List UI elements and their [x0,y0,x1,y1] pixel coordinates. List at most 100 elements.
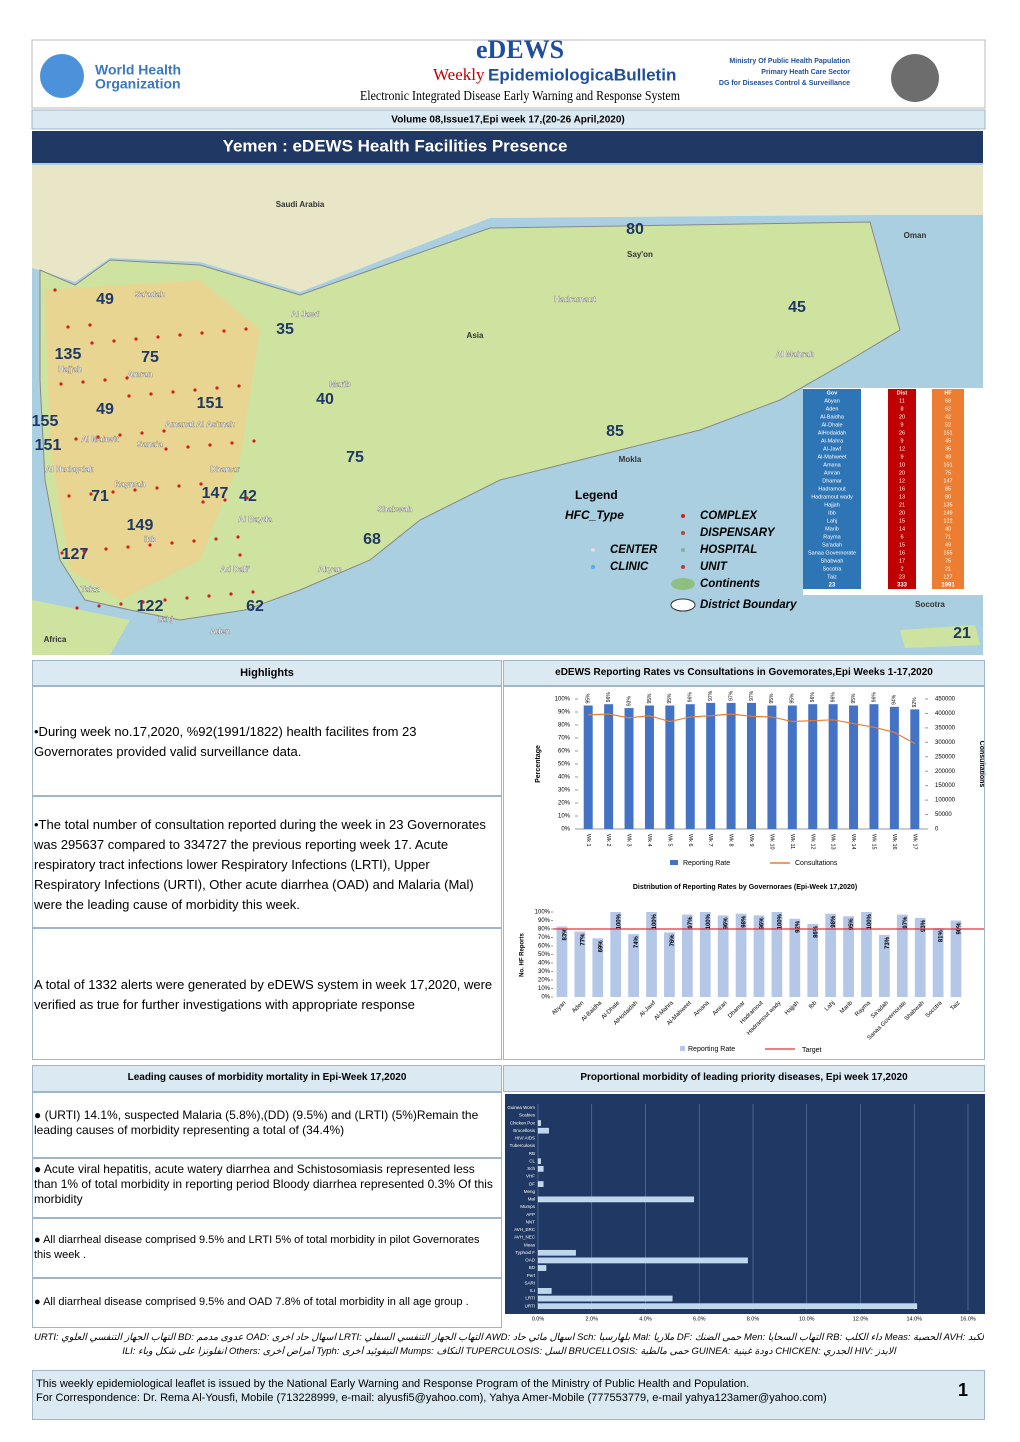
x-tick-label: 2.0% [585,1316,598,1322]
table-total: 1991 [941,583,955,589]
legend-symbol [681,548,685,552]
value-label: 92% [795,920,801,933]
y-tick-label: Mal [528,1197,535,1202]
footer-box [32,1370,985,1420]
map-hf-count: 42 [239,488,257,505]
logo: eDEWS [476,35,564,64]
bar [604,704,614,829]
y-tick-label: 70% [538,935,551,941]
map-place: Asia [467,331,484,340]
facility-dot [251,590,255,594]
y-tick-label: Brucellosis [513,1128,536,1133]
facility-dot [97,604,101,608]
y-tick-label: 20% [538,978,551,984]
table-cell-text: 13 [899,494,905,500]
map-place: Amran [127,370,152,379]
y-tick-label: Guinea Worm [507,1105,535,1110]
facility-dot [156,335,160,339]
table-cell-text: 12 [899,446,905,452]
facility-dot [96,435,100,439]
highlight-box [32,686,502,796]
table-cell-text: Hajjah [824,502,840,508]
table-cell-text: Taiz [827,574,837,580]
legend-label: Consultations [795,860,838,867]
facility-dot [88,323,92,327]
y-tick-label: Chicken Pox [510,1120,536,1125]
highlight-box [32,796,502,928]
morbidity-box [32,1158,502,1218]
legend-symbol [681,565,685,569]
y-tick-label: 100% [535,910,551,916]
value-label: 96% [871,692,877,703]
legend-item: CENTER [610,544,658,556]
y-tick-label: 80% [538,927,551,933]
x-tick-label: Wk 8 [728,834,734,847]
y-tick-label: 10% [558,814,571,820]
table-total: 333 [897,583,908,589]
table-cell-text: Dhamar [822,478,842,484]
facility-dot [236,535,240,539]
map-place: Aden [210,627,230,636]
table-cell-text: Socotra [823,566,843,572]
y-tick-label: 80% [558,723,571,729]
y-tick-label: 40% [538,961,551,967]
bar [910,709,920,829]
y-tick-label: AFP [526,1212,535,1217]
table-header: HF [944,390,952,396]
facility-dot [215,386,219,390]
table-header: Gov [827,390,839,396]
facility-dot [112,339,116,343]
x-tick-label: Wk 7 [707,834,713,847]
map-hf-count: 68 [363,531,381,548]
value-label: 97% [728,690,734,701]
legend-symbol [591,565,595,569]
value-label: 93% [921,919,927,932]
facility-dot [66,325,70,329]
legend-symbol [681,514,685,518]
table-cell-text: Al-Baidha [820,414,845,420]
table-cell [888,389,916,589]
value-label: 95% [851,693,857,704]
map-place: Lahj [157,615,173,624]
bar [537,1303,918,1310]
section-header: Leading causes of morbidity mortality in… [32,1065,502,1092]
value-label: 81% [939,929,945,942]
map-place: Al Mahrah [776,350,815,359]
bar [556,926,568,997]
y-tick-label: AVH_NEC [514,1235,536,1240]
dg: DG for Diseases Control & Surveillance [719,80,850,87]
table-cell-text: 135 [943,502,952,508]
bar [624,708,634,829]
facility-dot [238,553,242,557]
facility-dot [126,545,130,549]
y-tick-label: URTI [525,1303,535,1308]
map-title: Yemen : eDEWS Health Facilities Presence [223,136,568,155]
page-number: 1 [958,1380,969,1400]
value-label: 86% [813,925,819,938]
table-cell-text: 17 [899,558,905,564]
y2-tick-label: 100000 [935,798,956,804]
table-cell-text: 49 [945,542,951,548]
volume-bar [31,109,986,130]
bar [843,916,854,997]
y-tick-label: VHF [526,1174,535,1179]
map-place: Hajjah [58,365,82,374]
facility-dot [141,600,145,604]
value-label: 100% [867,913,873,929]
bar [664,932,675,997]
facility-dot [133,488,137,492]
y-tick-label: 50% [558,762,571,768]
table-cell-text: 147 [943,478,952,484]
y-tick-label: 0% [541,995,550,1001]
y2-tick-label: 200000 [935,769,956,775]
chart-title: Distribution of Reporting Rates by Gover… [633,884,857,891]
table-total: 23 [829,583,836,589]
table-cell-text: 16 [899,486,905,492]
table-cell-text: 45 [945,438,951,444]
x-tick-label: 0.0% [532,1316,545,1322]
map-hf-count: 149 [127,517,154,534]
bar [699,912,711,997]
value-label: 95% [790,693,796,704]
y-tick-label: Typhoid F [515,1250,535,1255]
y-tick-label: 90% [538,918,551,924]
